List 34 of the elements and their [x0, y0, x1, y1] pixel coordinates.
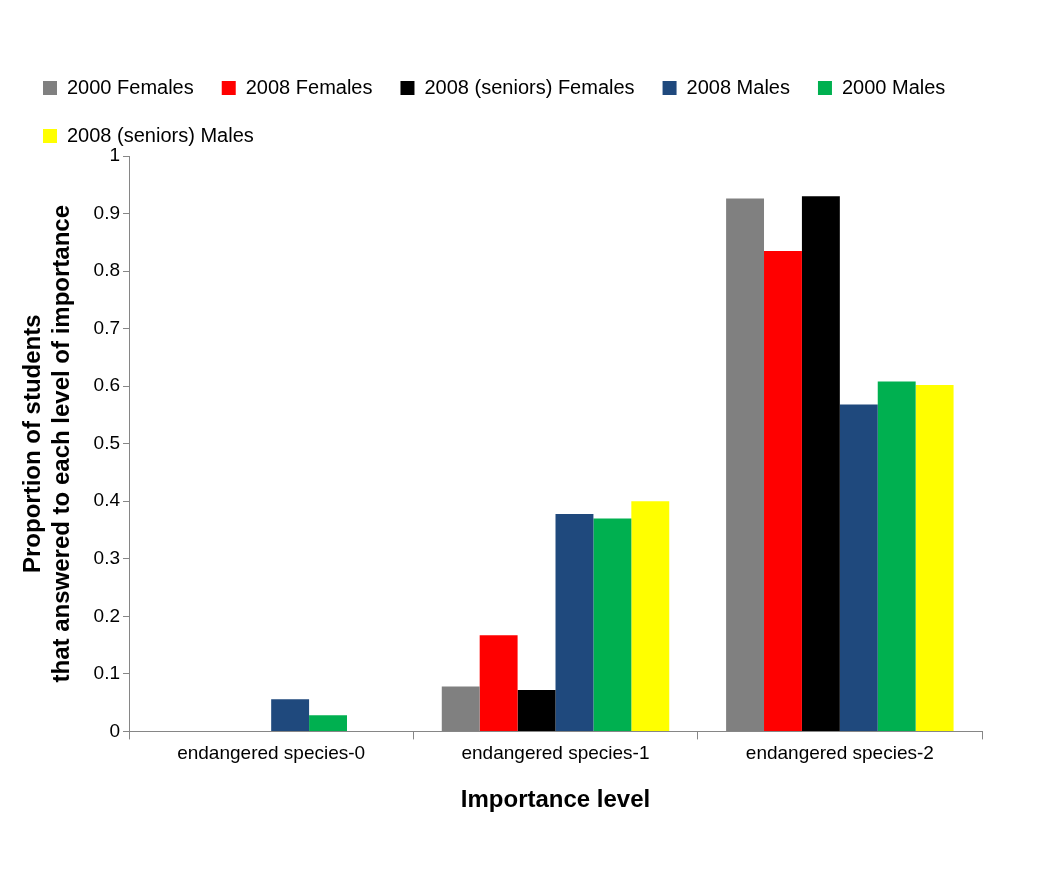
y-axis-title: Proportion of students that answered to each level of importance — [18, 204, 74, 683]
bar — [915, 385, 954, 731]
bar — [555, 513, 594, 731]
y-tick-label: 0.4 — [93, 489, 121, 511]
bar — [839, 404, 878, 731]
y-tick-label: 0.8 — [93, 259, 121, 281]
bar — [801, 196, 840, 731]
x-axis-title: Importance level — [460, 785, 651, 813]
legend-label: 2008 Males — [686, 75, 790, 98]
bar — [631, 501, 670, 731]
y-tick-label: 0.9 — [93, 201, 121, 223]
x-tick-label: endangered species-1 — [461, 742, 650, 764]
legend-label: 2000 Females — [67, 75, 194, 98]
y-tick-label: 0.1 — [93, 662, 121, 684]
legend-label: 2008 (seniors) Females — [424, 75, 635, 98]
legend-label: 2008 Females — [245, 75, 373, 98]
bar — [517, 689, 556, 731]
y-tick-label: 0.3 — [93, 547, 121, 569]
y-tick-label: 0.2 — [93, 604, 121, 626]
x-tick-label: endangered species-0 — [177, 742, 366, 764]
y-tick-label: 0 — [109, 719, 121, 741]
bar — [309, 715, 347, 731]
y-tick-label: 1 — [109, 144, 121, 166]
legend-label: 2000 Males — [841, 75, 946, 98]
bar — [271, 699, 310, 731]
legend-label: 2008 (seniors) Males — [67, 123, 254, 146]
bar — [593, 518, 632, 731]
x-tick-label: endangered species-2 — [745, 742, 934, 764]
bar — [877, 381, 916, 731]
bar — [479, 635, 518, 731]
bar — [764, 250, 802, 731]
y-tick-label: 0.5 — [93, 431, 121, 453]
y-tick-label: 0.7 — [93, 316, 121, 338]
y-tick-label: 0.6 — [93, 374, 121, 396]
